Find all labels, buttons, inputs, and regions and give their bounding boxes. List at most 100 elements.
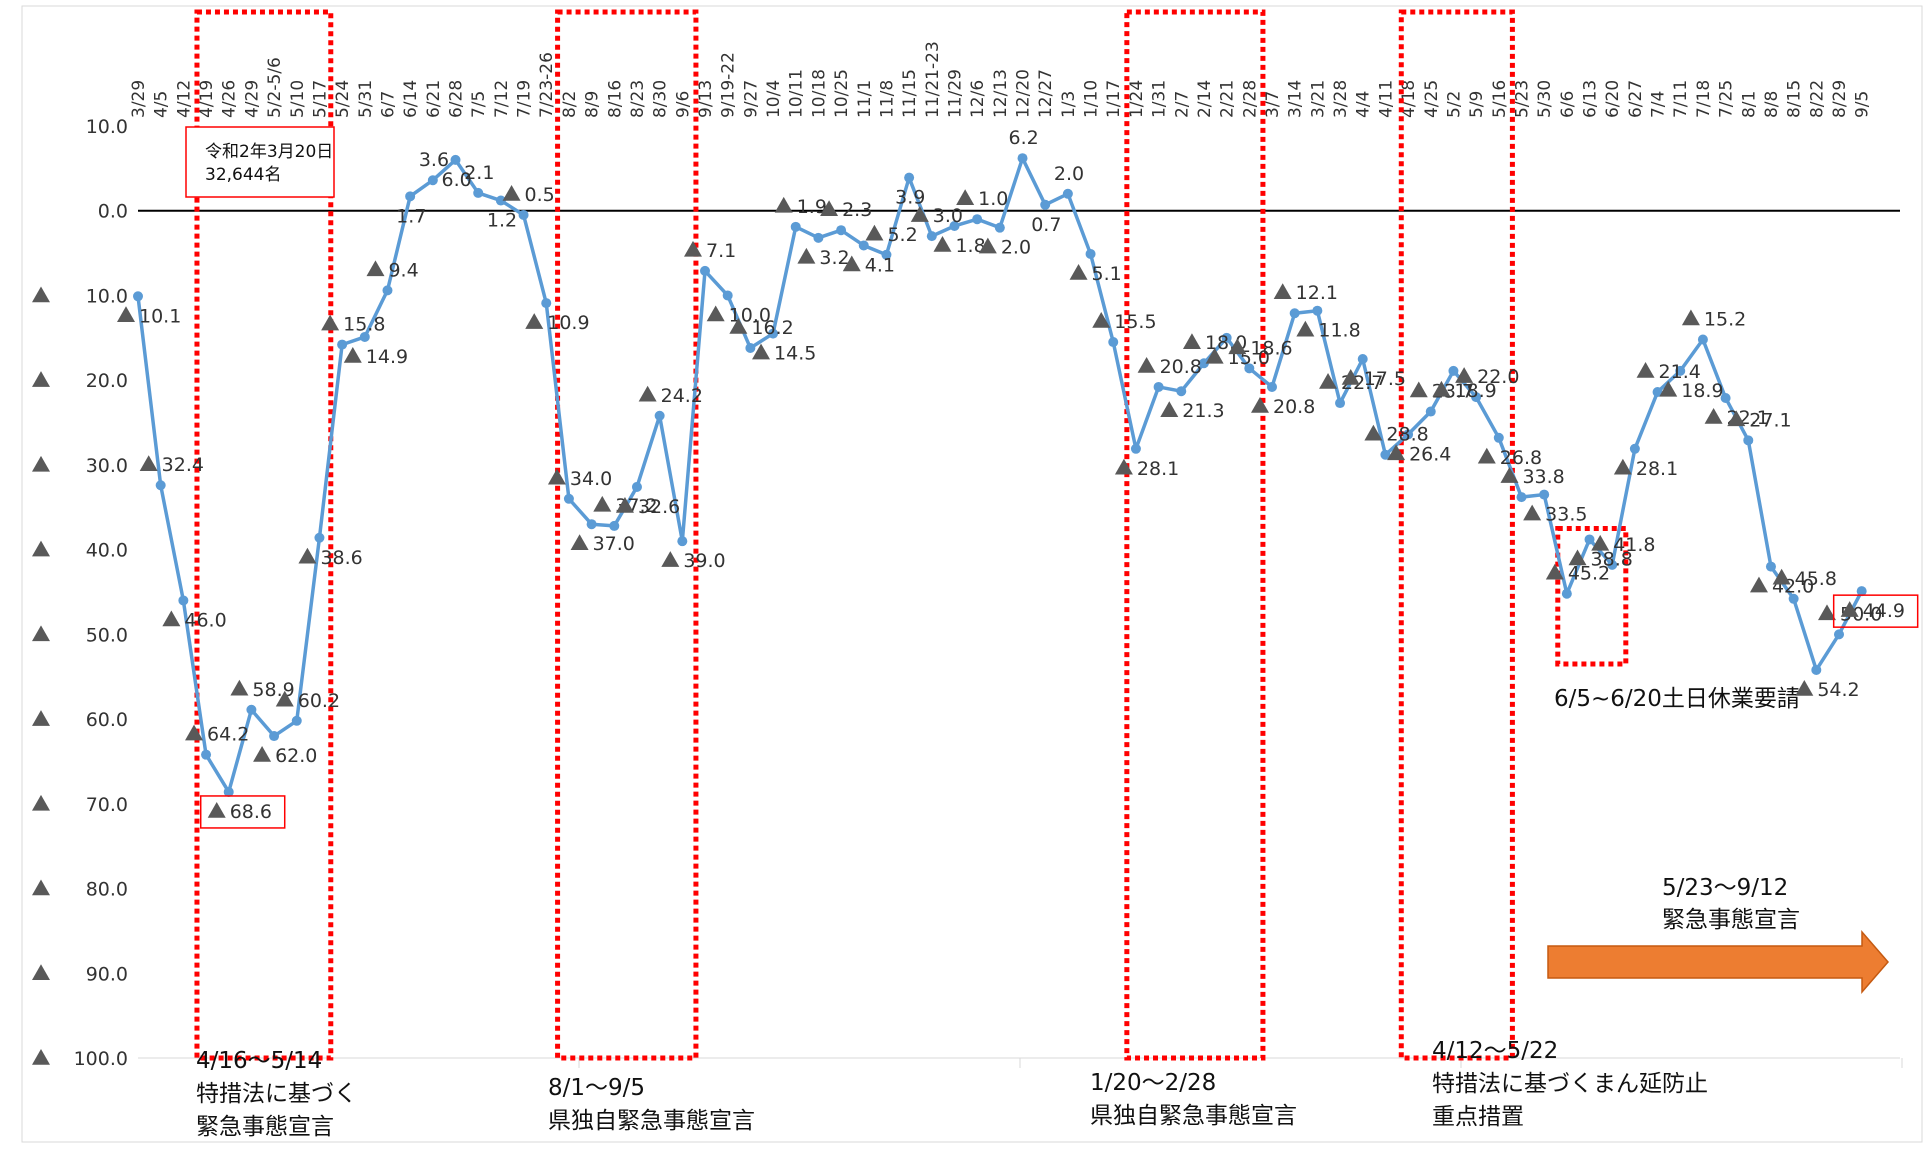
x-tick-label: 9/6 — [673, 91, 693, 118]
x-tick-label: 9/19-22 — [719, 52, 739, 118]
data-point — [1289, 308, 1300, 319]
data-point — [1267, 381, 1277, 392]
declaration-arrow — [1547, 929, 1889, 995]
data-point — [1221, 332, 1232, 343]
x-tick-label: 7/25 — [1717, 80, 1737, 118]
data-label: 10.9 — [547, 312, 589, 334]
y-tick-marker — [32, 625, 50, 642]
data-label-marker — [774, 196, 793, 213]
data-point — [836, 225, 847, 236]
x-tick-label: 10/25 — [832, 69, 852, 118]
y-tick-label: 50.0 — [86, 624, 128, 646]
data-point — [1335, 398, 1346, 409]
data-point — [790, 221, 801, 232]
x-tick-label: 7/11 — [1671, 80, 1691, 118]
data-point — [745, 342, 756, 353]
x-tick-label: 5/30 — [1535, 80, 1555, 118]
y-tick-marker — [32, 1049, 50, 1065]
y-tick-marker — [32, 371, 50, 387]
x-tick-label: 5/24 — [333, 80, 353, 118]
data-point — [291, 715, 302, 726]
data-label: 27.1 — [1749, 409, 1791, 431]
data-point — [1130, 443, 1141, 454]
x-tick-label: 9/5 — [1853, 91, 1873, 118]
x-tick-label: 5/10 — [288, 80, 308, 118]
data-point — [382, 285, 393, 296]
y-tick-marker — [32, 964, 50, 981]
data-label-marker — [1364, 424, 1383, 441]
x-tick-label: 3/14 — [1286, 80, 1306, 118]
data-point — [1516, 492, 1527, 503]
data-label: 46.0 — [184, 609, 226, 631]
period-annotation: 特措法に基づくまん延防止 — [1432, 1071, 1708, 1097]
data-point — [1380, 449, 1391, 460]
data-point — [1357, 354, 1368, 364]
data-label: 5.2 — [887, 224, 917, 246]
data-label-marker — [570, 534, 589, 550]
x-tick-label: 8/8 — [1762, 91, 1782, 118]
data-label-marker — [1749, 576, 1768, 593]
x-tick-label: 2/7 — [1172, 91, 1192, 118]
data-label-marker — [752, 343, 771, 360]
period-annotation: 県独自緊急事態宣言 — [548, 1108, 755, 1134]
x-tick-label: 6/20 — [1603, 80, 1623, 118]
data-label-marker — [343, 346, 362, 363]
data-label-marker — [139, 455, 158, 471]
data-point — [223, 786, 234, 797]
y-tick-label: 60.0 — [86, 709, 128, 731]
declaration-annotation: 5/23～9/12 — [1662, 875, 1788, 901]
data-label-marker — [820, 200, 839, 216]
x-tick-label: 12/6 — [968, 80, 988, 118]
x-tick-label: 5/9 — [1467, 91, 1487, 118]
data-label-marker — [117, 306, 135, 323]
data-point — [1697, 334, 1708, 345]
data-point — [1584, 534, 1595, 545]
y-tick-label: 40.0 — [86, 540, 128, 562]
data-label-marker — [910, 206, 929, 222]
x-tick-label: 5/2 — [1444, 91, 1464, 118]
x-tick-label: 8/16 — [605, 80, 625, 118]
data-point — [926, 231, 937, 242]
x-tick-label: 8/29 — [1830, 80, 1850, 118]
x-tick-label: 1/10 — [1082, 80, 1102, 118]
x-tick-label: 3/29 — [129, 80, 149, 118]
data-point — [178, 595, 189, 606]
data-label: 33.5 — [1545, 504, 1587, 526]
baseline-note-line: 令和2年3月20日 — [205, 142, 333, 162]
data-point — [1244, 363, 1255, 374]
data-label: 28.1 — [1636, 458, 1678, 480]
data-point — [1811, 664, 1822, 675]
data-point — [1743, 435, 1754, 446]
data-label: 18.9 — [1681, 380, 1723, 402]
data-label: 39.0 — [683, 550, 725, 572]
data-label: 0.7 — [1031, 214, 1061, 236]
x-tick-label: 4/11 — [1376, 80, 1396, 118]
period-box — [194, 9, 334, 1061]
period-annotation: 4/16～5/14 — [196, 1048, 322, 1074]
data-point — [813, 232, 824, 243]
data-label: 32.4 — [162, 454, 204, 476]
x-tick-label: 7/19 — [515, 80, 535, 118]
data-label-marker — [1636, 362, 1655, 378]
x-tick-label: 8/1 — [1739, 91, 1759, 118]
data-label-marker — [1681, 309, 1700, 326]
data-label-marker — [185, 724, 204, 741]
data-label-marker — [797, 247, 816, 264]
data-label: 45.8 — [1795, 568, 1837, 590]
data-point — [541, 298, 552, 309]
x-tick-label: 6/14 — [401, 80, 421, 118]
data-label-marker — [207, 801, 226, 818]
x-tick-label: 1/31 — [1150, 80, 1170, 118]
y-tick-label: 20.0 — [86, 370, 128, 392]
data-label: 24.2 — [661, 385, 703, 407]
x-tick-label: 3/7 — [1263, 91, 1283, 118]
data-point — [495, 195, 506, 206]
data-label: 6.2 — [1009, 127, 1039, 149]
data-label-marker — [1092, 312, 1111, 328]
data-point — [722, 290, 733, 301]
data-point — [609, 520, 620, 531]
period-annotation: 緊急事態宣言 — [196, 1114, 334, 1140]
data-label: 20.8 — [1160, 356, 1202, 378]
data-label: 4.1 — [865, 254, 895, 276]
